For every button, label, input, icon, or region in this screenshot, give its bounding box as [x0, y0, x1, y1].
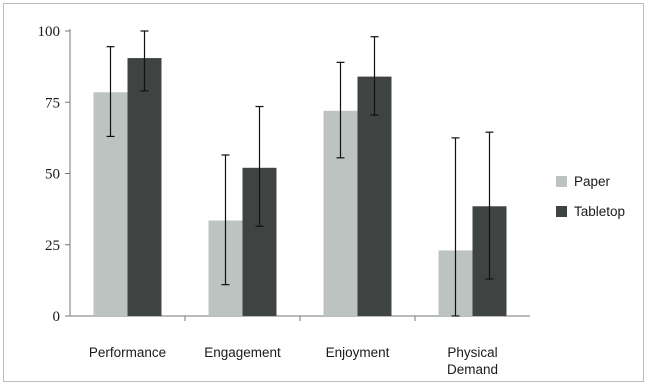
legend-label-tabletop: Tabletop: [574, 204, 625, 219]
legend-swatch-paper: [556, 176, 567, 187]
legend-label-paper: Paper: [574, 174, 611, 189]
category-label: Engagement: [204, 345, 281, 360]
error-bars: [106, 30, 494, 317]
category-labels: Performance Engagement Enjoyment Physical De…: [89, 345, 498, 377]
category-label-line: Physical: [447, 345, 497, 360]
category-label-line: Demand: [447, 362, 498, 377]
y-tick-label: 0: [53, 309, 61, 325]
legend-swatch-tabletop: [556, 206, 567, 217]
category-label: Performance: [89, 345, 166, 360]
y-tick-label: 75: [45, 95, 60, 111]
y-tick-label: 50: [45, 167, 60, 183]
legend: Paper Tabletop: [556, 174, 625, 219]
y-tick-label: 25: [45, 238, 60, 254]
y-tick-labels: 0 25 50 75 100: [38, 24, 61, 325]
category-label: Physical Demand: [447, 345, 498, 377]
bars: [93, 58, 507, 317]
bar-tabletop: [357, 76, 392, 316]
y-tick-label: 100: [38, 24, 61, 40]
category-label: Enjoyment: [326, 345, 390, 360]
bar-tabletop: [127, 58, 162, 316]
